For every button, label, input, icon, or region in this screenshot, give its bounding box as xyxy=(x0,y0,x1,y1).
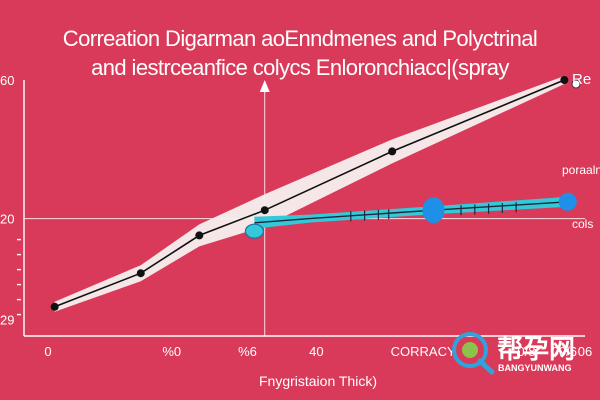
main-series-point xyxy=(560,76,569,84)
y-tick-label: 29 xyxy=(0,312,14,327)
x-tick-label: 0 xyxy=(44,344,51,359)
x-tick-label: %0 xyxy=(162,344,181,359)
magnifier-logo-icon xyxy=(452,332,488,368)
x-tick-label: 00/6 xyxy=(552,344,577,359)
chart-title-line-2: and iestrceanfice colycs Enloronchiacc|(… xyxy=(91,55,509,80)
chart-title-line-1: Correation Digarman aoEnndmenes and Poly… xyxy=(63,26,537,51)
legend-label-cols: cols xyxy=(572,217,593,231)
y-tick-label: 60 xyxy=(0,73,14,88)
magnifier-center xyxy=(462,342,478,358)
blue-marker-right xyxy=(558,192,577,211)
main-series-point xyxy=(136,269,145,278)
x-axis-title: Fnygristaion Thick) xyxy=(259,373,377,389)
watermark: 帮孕网 BANGYUNWANG xyxy=(452,332,575,375)
main-series-point xyxy=(388,147,397,156)
blue-marker-center xyxy=(422,197,445,224)
y-tick-label: 20 xyxy=(0,212,14,227)
main-series-line xyxy=(54,79,565,308)
x-reference-arrow xyxy=(259,80,270,92)
cyan-marker-left xyxy=(244,223,264,239)
watermark-en: BANGYUNWANG xyxy=(498,363,572,373)
main-series-point xyxy=(260,206,269,215)
legend-label-poraaln: poraaln xyxy=(562,163,600,177)
magnifier-handle xyxy=(477,358,495,375)
watermark-cn: 帮孕网 xyxy=(497,335,575,365)
x-tick-label: %6 xyxy=(238,344,257,359)
x-tick-label: 40 xyxy=(309,344,323,359)
legend-marker-re xyxy=(571,79,581,89)
plot-area: 60 20 29 0 %0 %6 40 CORRACY 0/8 00/6 06 xyxy=(0,73,592,359)
x-tick-label: 06 xyxy=(578,344,592,359)
cyan-band xyxy=(254,196,568,229)
main-series-point xyxy=(195,231,204,240)
confidence-band xyxy=(54,76,565,312)
x-tick-label: CORRACY xyxy=(391,344,456,359)
cyan-series-line xyxy=(254,201,568,224)
x-tick-label: 0/8 xyxy=(517,344,535,359)
legend-label-re: Re xyxy=(572,71,591,88)
main-series-point xyxy=(50,302,59,311)
